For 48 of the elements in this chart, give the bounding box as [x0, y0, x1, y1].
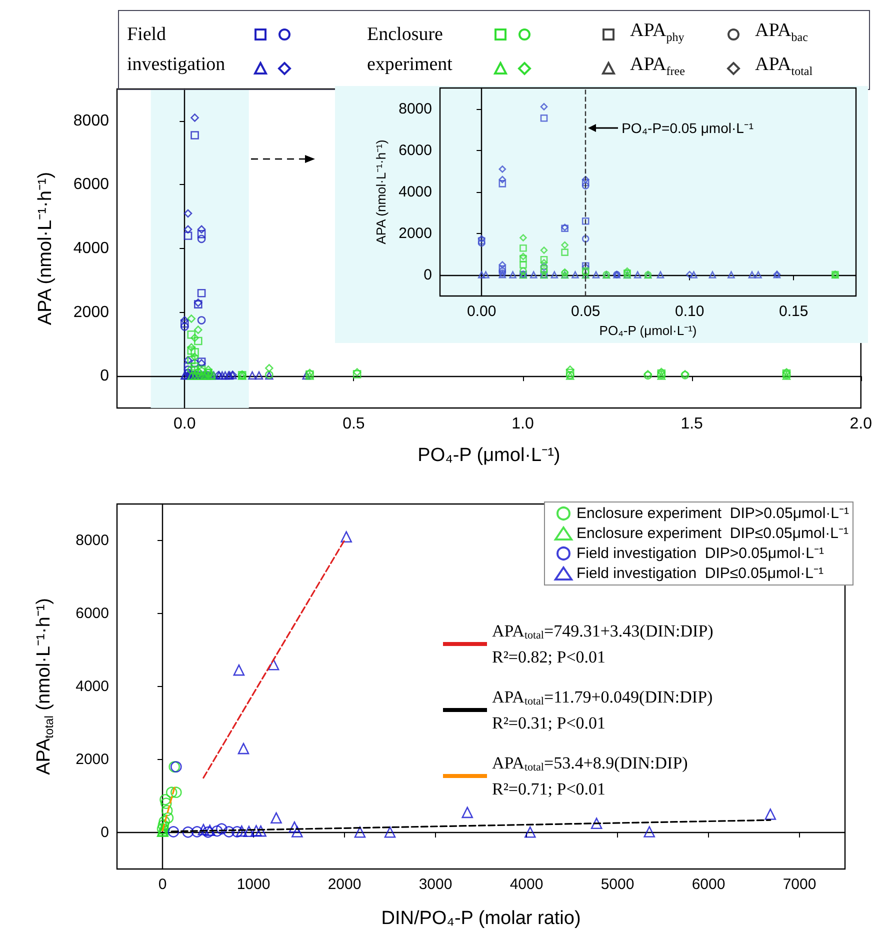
text: Enclosure experiment [367, 23, 454, 77]
legend-label: Field investigation DIP≤0.05μmol·L⁻¹ [576, 565, 824, 582]
y-tick-label: 0 [100, 824, 109, 841]
text: APA$_{phy}$ [630, 19, 684, 46]
x-tick-label: 0.00 [467, 303, 496, 320]
y-tick-label: 4000 [73, 240, 110, 257]
x-tick-label: 0.0 [174, 416, 196, 432]
y-tick-label: 6000 [398, 142, 432, 159]
x-tick-label: 0.05 [571, 303, 600, 320]
y-tick-label: 8000 [76, 532, 109, 549]
y-axis-title: APA (nmol·L⁻¹·h⁻¹) [35, 172, 56, 326]
x-tick-label: 2000 [328, 876, 362, 893]
x-axis-title: PO₄-P (μmol·L⁻¹) [599, 322, 697, 338]
x-tick-label: 4000 [510, 876, 544, 893]
y-tick-label: 2000 [76, 751, 109, 768]
y-tick-label: 6000 [76, 605, 109, 622]
x-tick-label: 2.0 [850, 416, 872, 432]
x-tick-label: 1.0 [512, 416, 534, 432]
y-tick-label: 0 [100, 368, 110, 385]
legend-label: Field investigation DIP>0.05μmol·L⁻¹ [576, 545, 824, 562]
text: APA$_{total}$ [755, 53, 813, 80]
text: APA$_{bac}$ [755, 19, 808, 46]
x-axis-title: PO₄-P (μmol·L⁻¹) [418, 445, 560, 466]
y-tick-label: 6000 [73, 176, 110, 194]
x-tick-label: 3000 [418, 876, 452, 893]
x-tick-label: 1000 [236, 876, 270, 893]
x-axis-title: DIN/PO₄-P (molar ratio) [381, 908, 581, 929]
y-tick-label: 8000 [73, 112, 110, 130]
y-tick-label: 8000 [398, 100, 432, 118]
x-tick-label: 6000 [692, 876, 726, 893]
y-axis-title: APA (nmol·L⁻¹·h⁻¹) [374, 140, 389, 244]
x-tick-label: 0 [158, 876, 167, 893]
x-tick-label: 0.5 [342, 416, 365, 432]
y-axis-title: APAtotal (nmol·L⁻¹·h⁻¹) [34, 598, 56, 775]
legend-label: Enclosure experiment DIP>0.05μmol·L⁻¹ [576, 505, 850, 522]
x-tick-label: 5000 [600, 876, 634, 893]
text: Field investigation [127, 23, 226, 77]
y-tick-label: 4000 [76, 678, 109, 695]
x-tick-label: 1.5 [680, 416, 704, 432]
x-tick-label: 0.15 [779, 303, 808, 320]
legend-label: Enclosure experiment DIP≤0.05μmol·L⁻¹ [576, 525, 848, 542]
x-tick-label: 0.10 [675, 303, 704, 320]
y-tick-label: 4000 [398, 184, 432, 200]
x-tick-label: 7000 [782, 876, 816, 893]
y-tick-label: 2000 [398, 225, 432, 242]
ref-line-label: PO₄-P=0.05 μmol·L⁻¹ [622, 118, 754, 137]
text: APA$_{free}$ [630, 53, 685, 80]
y-tick-label: 0 [424, 266, 432, 284]
